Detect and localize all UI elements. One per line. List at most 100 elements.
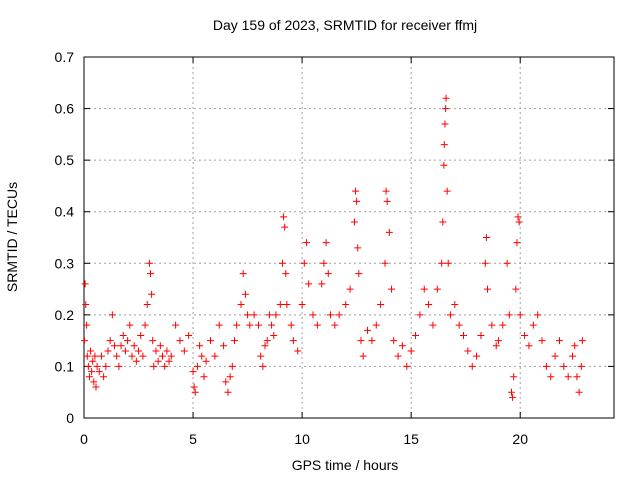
data-point (90, 378, 98, 386)
data-point (573, 373, 581, 381)
data-point (382, 187, 390, 195)
data-point (135, 347, 143, 355)
data-point (359, 352, 367, 360)
data-point (259, 362, 267, 370)
data-point (322, 239, 330, 247)
data-point (237, 301, 245, 309)
data-point (228, 362, 236, 370)
data-point (139, 352, 147, 360)
data-point (196, 342, 204, 350)
data-point (492, 342, 500, 350)
data-point (372, 321, 380, 329)
plot-frame (83, 56, 615, 419)
data-point (165, 357, 173, 365)
data-point (324, 270, 332, 278)
data-point (233, 321, 241, 329)
data-point (538, 337, 546, 345)
x-axis-label: GPS time / hours (292, 457, 399, 473)
x-tick-label: 0 (80, 431, 88, 447)
data-point (257, 352, 265, 360)
data-point (224, 388, 232, 396)
data-point (202, 357, 210, 365)
data-point (154, 357, 162, 365)
data-point (149, 337, 157, 345)
data-point (159, 352, 167, 360)
data-point (320, 259, 328, 267)
data-point (150, 362, 158, 370)
data-point (250, 311, 258, 319)
data-point (446, 311, 454, 319)
x-axis-ticks: 0 5 10 15 20 (80, 57, 528, 447)
data-point (571, 342, 579, 350)
data-point (425, 301, 433, 309)
data-point (81, 280, 89, 288)
data-point (377, 301, 385, 309)
data-point (383, 197, 391, 205)
y-tick-label: 0.6 (55, 101, 75, 117)
data-point (512, 285, 520, 293)
data-point (488, 321, 496, 329)
y-tick-label: 0.5 (55, 152, 75, 168)
data-point (357, 337, 365, 345)
data-point (433, 285, 441, 293)
data-point (230, 337, 238, 345)
data-point (85, 373, 93, 381)
data-point (455, 321, 463, 329)
data-point (313, 321, 321, 329)
data-point (80, 337, 88, 345)
y-axis-label: SRMTID / TECUs (4, 182, 20, 292)
data-point (577, 362, 585, 370)
data-point (108, 311, 116, 319)
data-point (104, 347, 112, 355)
data-point (451, 301, 459, 309)
data-point (510, 373, 518, 381)
data-point (89, 357, 97, 365)
x-tick-label: 10 (294, 431, 310, 447)
data-point (111, 342, 119, 350)
data-point (287, 321, 295, 329)
data-point (261, 342, 269, 350)
data-point (83, 352, 91, 360)
data-point (300, 259, 308, 267)
data-point (473, 352, 481, 360)
data-point (560, 362, 568, 370)
data-point (542, 362, 550, 370)
data-point (239, 270, 247, 278)
data-point (276, 301, 284, 309)
data-point (429, 321, 437, 329)
data-point (119, 331, 127, 339)
data-point (167, 352, 175, 360)
data-point (88, 368, 96, 376)
data-point (516, 311, 524, 319)
data-point (152, 347, 160, 355)
y-tick-label: 0.2 (55, 307, 75, 323)
data-point (289, 337, 297, 345)
y-tick-label: 0.4 (55, 204, 75, 220)
data-point (156, 342, 164, 350)
data-point (200, 373, 208, 381)
data-point (509, 393, 517, 401)
data-point (439, 218, 447, 226)
data-point (440, 161, 448, 169)
data-point (477, 331, 485, 339)
data-point (507, 388, 515, 396)
data-point (444, 259, 452, 267)
data-point (460, 331, 468, 339)
data-point (398, 342, 406, 350)
data-point (368, 337, 376, 345)
grid-lines (84, 57, 614, 418)
data-point (525, 342, 533, 350)
data-point (494, 337, 502, 345)
x-tick-label: 20 (512, 431, 528, 447)
data-point (172, 321, 180, 329)
data-point (305, 280, 313, 288)
data-point (569, 352, 577, 360)
data-point (443, 187, 451, 195)
data-point (388, 285, 396, 293)
data-point (222, 378, 230, 386)
data-point (335, 311, 343, 319)
data-point (441, 120, 449, 128)
data-point (346, 285, 354, 293)
data-point (407, 347, 415, 355)
x-tick-label: 15 (403, 431, 419, 447)
